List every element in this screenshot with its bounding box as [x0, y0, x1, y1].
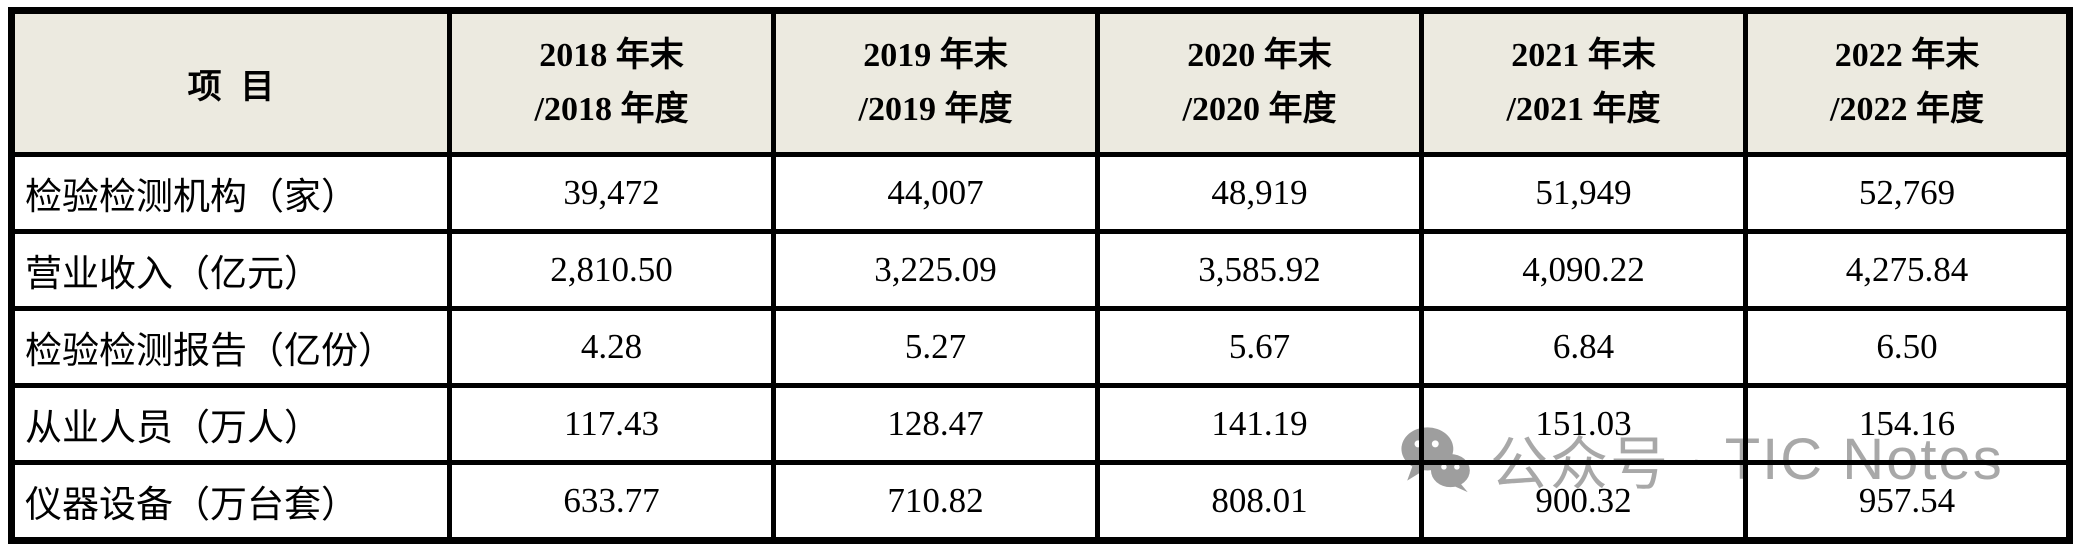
cell-value: 6.50: [1743, 306, 2072, 388]
table-body: 检验检测机构（家） 39,472 44,007 48,919 51,949 52…: [9, 152, 2072, 543]
header-cell-2021: 2021 年末 /2021 年度: [1419, 8, 1748, 157]
cell-value: 39,472: [447, 152, 776, 234]
cell-value: 117.43: [447, 383, 776, 465]
header-line2: /2020 年度: [1182, 91, 1337, 128]
header-line1: 2021 年末: [1511, 36, 1656, 74]
header-cell-2019: 2019 年末 /2019 年度: [771, 8, 1100, 157]
header-line2: /2019 年度: [858, 91, 1013, 128]
table-row: 检验检测机构（家） 39,472 44,007 48,919 51,949 52…: [9, 152, 2072, 234]
cell-value: 51,949: [1419, 152, 1748, 234]
cell-value: 44,007: [771, 152, 1100, 234]
header-line2: /2021 年度: [1506, 91, 1661, 128]
cell-value: 808.01: [1095, 460, 1424, 543]
header-cell-2018: 2018 年末 /2018 年度: [447, 8, 776, 157]
header-line2: /2022 年度: [1830, 91, 1984, 128]
table-row: 从业人员（万人） 117.43 128.47 141.19 151.03 154…: [9, 383, 2072, 465]
cell-value: 52,769: [1743, 152, 2072, 234]
header-line1: 2020 年末: [1187, 36, 1332, 74]
table-row: 营业收入（亿元） 2,810.50 3,225.09 3,585.92 4,09…: [9, 229, 2072, 311]
table-row: 检验检测报告（亿份） 4.28 5.27 5.67 6.84 6.50: [9, 306, 2072, 388]
cell-value: 6.84: [1419, 306, 1748, 388]
cell-value: 2,810.50: [447, 229, 776, 311]
cell-value: 3,225.09: [771, 229, 1100, 311]
header-cell-2020: 2020 年末 /2020 年度: [1095, 8, 1424, 157]
table-row: 仪器设备（万台套） 633.77 710.82 808.01 900.32 95…: [9, 460, 2072, 543]
statistics-table: 项目 2018 年末 /2018 年度 2019 年末 /2019 年度 202…: [8, 7, 2073, 544]
header-line1: 2018 年末: [539, 36, 684, 74]
item-label: 项目: [187, 68, 294, 106]
row-label: 检验检测报告（亿份）: [9, 306, 452, 388]
cell-value: 151.03: [1419, 383, 1748, 465]
header-row: 项目 2018 年末 /2018 年度 2019 年末 /2019 年度 202…: [9, 8, 2072, 157]
table-header: 项目 2018 年末 /2018 年度 2019 年末 /2019 年度 202…: [9, 8, 2072, 157]
header-line2: /2018 年度: [534, 91, 689, 128]
cell-value: 710.82: [771, 460, 1100, 543]
cell-value: 4.28: [447, 306, 776, 388]
row-label: 营业收入（亿元）: [9, 229, 452, 311]
row-label: 从业人员（万人）: [9, 383, 452, 465]
row-label: 仪器设备（万台套）: [9, 460, 452, 543]
cell-value: 4,090.22: [1419, 229, 1748, 311]
header-line1: 2022 年末: [1834, 36, 1980, 74]
header-cell-2022: 2022 年末 /2022 年度: [1743, 8, 2072, 157]
header-line1: 2019 年末: [863, 36, 1008, 74]
cell-value: 3,585.92: [1095, 229, 1424, 311]
row-label: 检验检测机构（家）: [9, 152, 452, 234]
cell-value: 957.54: [1743, 460, 2072, 543]
cell-value: 4,275.84: [1743, 229, 2072, 311]
cell-value: 48,919: [1095, 152, 1424, 234]
cell-value: 5.67: [1095, 306, 1424, 388]
header-cell-item: 项目: [9, 8, 452, 157]
cell-value: 128.47: [771, 383, 1100, 465]
cell-value: 141.19: [1095, 383, 1424, 465]
cell-value: 154.16: [1743, 383, 2072, 465]
cell-value: 900.32: [1419, 460, 1748, 543]
cell-value: 5.27: [771, 306, 1100, 388]
cell-value: 633.77: [447, 460, 776, 543]
